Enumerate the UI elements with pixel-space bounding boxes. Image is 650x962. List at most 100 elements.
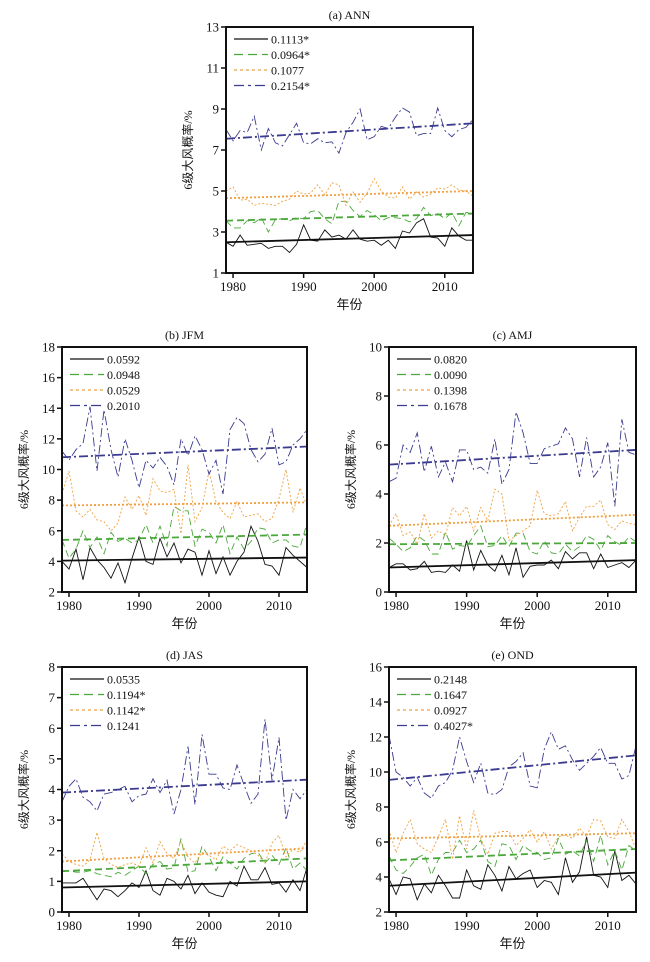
y-tick-label: 4 (49, 554, 56, 569)
series-line-1 (62, 524, 307, 585)
y-tick-label: 4 (376, 487, 383, 502)
legend-label: 0.1398 (434, 384, 467, 398)
legend-label: 0.1647 (434, 688, 467, 702)
trend-line-1 (226, 234, 473, 244)
series-line-3 (389, 488, 636, 546)
series-line-3 (226, 177, 473, 207)
y-tick-label: 6 (49, 721, 56, 736)
y-tick-label: 16 (42, 370, 56, 385)
series-line-1 (389, 836, 636, 902)
y-tick-label: 14 (42, 401, 56, 416)
series-line-1 (389, 540, 636, 579)
trend-line-1 (62, 880, 307, 889)
trend-line-3 (62, 847, 307, 863)
y-tick-label: 10 (42, 462, 55, 477)
trend-line-1 (389, 871, 636, 887)
x-axis-label: 年份 (336, 297, 362, 312)
y-tick-label: 3 (49, 813, 56, 828)
legend-label: 0.2154* (271, 79, 310, 93)
y-tick-label: 18 (42, 340, 55, 355)
y-tick-label: 0 (49, 905, 56, 920)
panel-title: (e) OND (491, 648, 534, 662)
x-tick-label: 2010 (432, 279, 458, 294)
series-line-4 (226, 106, 473, 155)
series-line-2 (226, 200, 473, 233)
x-tick-label: 1990 (126, 918, 152, 933)
y-tick-label: 5 (49, 751, 56, 766)
y-tick-label: 8 (49, 493, 56, 508)
y-tick-label: 4 (376, 870, 383, 885)
y-tick-label: 1 (49, 874, 56, 889)
panel-2: (b) JFM 2 4 6 8 10 12 14 16 18 1980 1990 2000 2010 年份 6… (16, 328, 308, 631)
plot-frame (388, 666, 637, 913)
y-tick-label: 8 (376, 800, 383, 815)
trend-line-1 (389, 559, 636, 569)
legend-label: 0.0535 (107, 673, 140, 687)
y-tick-label: 12 (369, 730, 382, 745)
x-tick-label: 2010 (266, 918, 292, 933)
y-tick-label: 1 (213, 266, 220, 281)
x-tick-label: 2000 (524, 918, 550, 933)
legend-label: 0.2010 (107, 399, 140, 413)
y-tick-label: 5 (213, 184, 220, 199)
y-tick-label: 8 (376, 389, 383, 404)
y-tick-label: 7 (49, 690, 56, 705)
x-tick-label: 2010 (595, 598, 621, 613)
panel-5: (e) OND 2 4 6 8 10 12 14 16 1980 1990 2000 2010 年份 6级大… (343, 648, 637, 951)
y-tick-label: 10 (369, 340, 382, 355)
y-axis-label: 6级大风概率/% (343, 430, 358, 509)
trend-line-4 (62, 778, 307, 794)
panel-title: (a) ANN (329, 8, 371, 22)
x-axis-label: 年份 (171, 616, 197, 631)
x-tick-label: 2000 (361, 279, 387, 294)
y-tick-label: 11 (206, 61, 219, 76)
trend-line-4 (389, 449, 636, 466)
x-tick-label: 1980 (56, 918, 82, 933)
trend-line-4 (226, 122, 473, 140)
series-line-2 (389, 524, 636, 555)
x-tick-label: 2000 (524, 598, 550, 613)
series-line-1 (62, 864, 307, 901)
series-group (62, 406, 307, 585)
y-tick-label: 6 (49, 523, 56, 538)
series-line-2 (62, 838, 307, 878)
x-axis-label: 年份 (171, 936, 197, 951)
y-axis-label: 6级大风概率/% (16, 750, 31, 829)
y-tick-label: 2 (49, 585, 56, 600)
legend-label: 0.1113* (271, 33, 309, 47)
series-group (62, 719, 307, 901)
panel-4: (d) JAS 0 1 2 3 4 5 6 7 8 1980 1990 2000 2010 年份 6级大风概率… (16, 648, 308, 951)
x-tick-label: 1980 (383, 598, 409, 613)
y-tick-label: 16 (369, 660, 383, 675)
trend-line-2 (62, 533, 307, 541)
y-tick-label: 6 (376, 835, 383, 850)
legend-label: 0.4027* (434, 719, 473, 733)
trend-line-3 (62, 501, 307, 507)
trend-line-2 (389, 848, 636, 862)
series-line-4 (62, 719, 307, 821)
y-tick-label: 9 (213, 102, 220, 117)
legend-label: 0.2148 (434, 673, 467, 687)
legend-label: 0.1194* (107, 688, 146, 702)
y-axis-label: 6级大风概率/% (16, 430, 31, 509)
y-tick-label: 2 (49, 843, 56, 858)
x-tick-label: 2010 (266, 598, 292, 613)
x-tick-label: 1990 (291, 279, 317, 294)
legend-label: 0.0529 (107, 384, 140, 398)
y-tick-label: 4 (49, 782, 56, 797)
legend-label: 0.1241 (107, 719, 140, 733)
series-line-1 (226, 218, 473, 254)
series-group (226, 106, 473, 254)
series-line-3 (62, 830, 307, 869)
trend-line-3 (389, 832, 636, 840)
series-group (389, 411, 636, 579)
y-tick-label: 2 (376, 536, 383, 551)
series-line-3 (389, 810, 636, 860)
y-tick-label: 13 (206, 20, 219, 35)
x-tick-label: 1980 (383, 918, 409, 933)
